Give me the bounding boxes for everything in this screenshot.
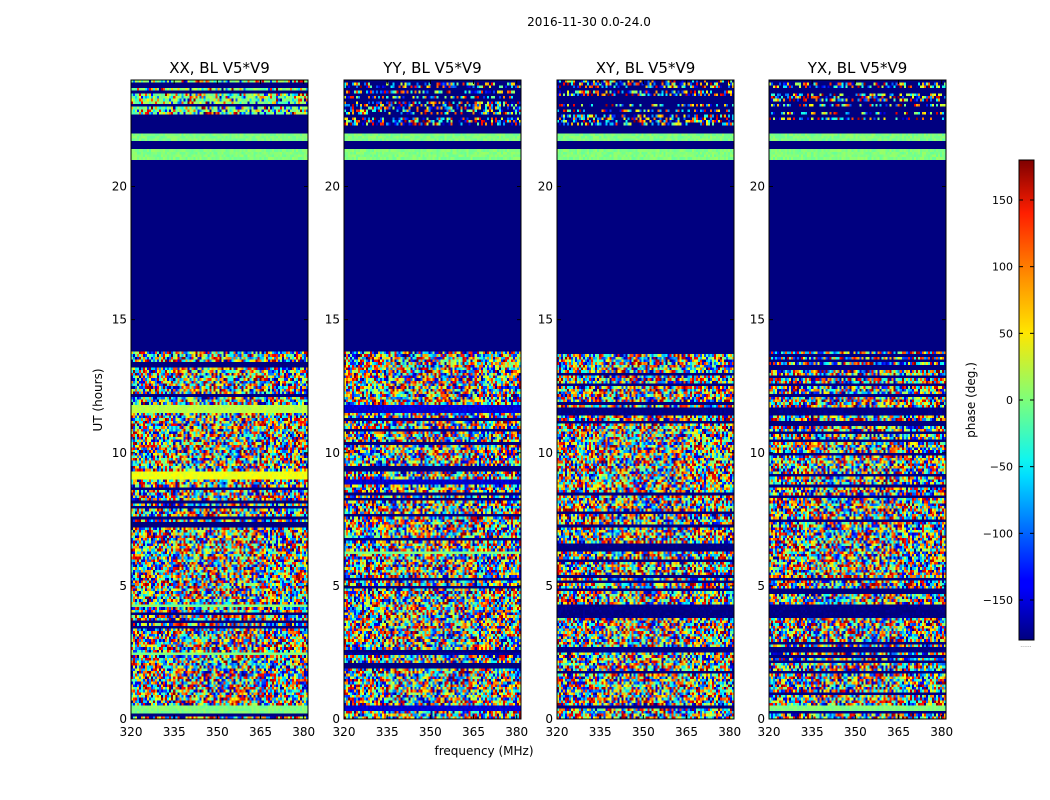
x-tick-label: 335 [801, 725, 824, 739]
x-tick-label: 335 [376, 725, 399, 739]
y-tick-label: 0 [119, 712, 127, 726]
x-tick-label: 320 [758, 725, 781, 739]
heatmap-image [557, 80, 734, 719]
y-tick-label: 0 [757, 712, 765, 726]
x-tick-label: 365 [249, 725, 272, 739]
x-tick-label: 335 [589, 725, 612, 739]
x-tick-label: 380 [930, 725, 953, 739]
y-tick-label: 20 [750, 180, 765, 194]
x-tick-label: 365 [675, 725, 698, 739]
x-tick-label: 320 [333, 725, 356, 739]
colorbar-tick-label: −150 [983, 594, 1013, 607]
x-tick-label: 380 [505, 725, 528, 739]
y-tick-label: 15 [538, 313, 553, 327]
colorbar-tick-label: 0 [1006, 394, 1013, 407]
y-tick-label: 5 [119, 579, 127, 593]
colorbar: −150 −100 −50 0 50 100 150 phase (deg.) ...... [964, 159, 1035, 649]
y-tick-label: 10 [325, 446, 340, 460]
y-tick-label: 0 [545, 712, 553, 726]
y-tick-label: 5 [545, 579, 553, 593]
y-tick-label: 10 [750, 446, 765, 460]
y-tick-label: 15 [750, 313, 765, 327]
panel-3: XY, BL V5*V9 320 335 350 365 380 0 5 10 15 20 [538, 59, 741, 739]
x-axis-label: frequency (MHz) [434, 744, 533, 758]
panel-title: XX, BL V5*V9 [169, 59, 270, 77]
panel-4: YX, BL V5*V9 320 335 350 365 380 0 5 10 15 20 [750, 59, 953, 739]
colorbar-ticks: −150 −100 −50 0 50 100 150 [983, 194, 1034, 607]
y-tick-label: 5 [757, 579, 765, 593]
x-tick-label: 365 [887, 725, 910, 739]
colorbar-tick-label: 100 [992, 261, 1013, 274]
panel-frame [768, 79, 947, 720]
y-tick-label: 15 [325, 313, 340, 327]
figure-title: 2016-11-30 0.0-24.0 [527, 15, 651, 29]
heatmap-image [769, 80, 946, 719]
panel-1: XX, BL V5*V9 320 335 350 365 380 0 5 10 15 20 [112, 59, 315, 739]
x-tick-label: 320 [546, 725, 569, 739]
x-tick-label: 350 [206, 725, 229, 739]
y-tick-label: 5 [332, 579, 340, 593]
x-tick-label: 380 [292, 725, 315, 739]
colorbar-tick-label: −50 [990, 461, 1013, 474]
y-tick-label: 20 [112, 180, 127, 194]
x-tick-label: 380 [718, 725, 741, 739]
y-tick-label: 10 [112, 446, 127, 460]
y-tick-label: 0 [332, 712, 340, 726]
x-tick-label: 350 [419, 725, 442, 739]
panel-title: XY, BL V5*V9 [596, 59, 696, 77]
panel-frame [343, 79, 522, 720]
panel-frame [556, 79, 735, 720]
y-tick-label: 20 [538, 180, 553, 194]
colorbar-tick-label: 150 [992, 194, 1013, 207]
y-tick-label: 10 [538, 446, 553, 460]
x-tick-label: 335 [163, 725, 186, 739]
y-axis-label: UT (hours) [91, 368, 105, 431]
x-tick-label: 350 [844, 725, 867, 739]
x-tick-label: 350 [632, 725, 655, 739]
colorbar-tick-label: −100 [983, 527, 1013, 540]
y-tick-label: 15 [112, 313, 127, 327]
colorbar-tick-label: 50 [999, 327, 1013, 340]
panel-title: YY, BL V5*V9 [382, 59, 481, 77]
heatmap-image [131, 80, 308, 719]
colorbar-footer: ...... [1020, 642, 1032, 649]
x-tick-label: 365 [462, 725, 485, 739]
heatmap-image [344, 80, 521, 719]
panel-title: YX, BL V5*V9 [807, 59, 908, 77]
x-tick-label: 320 [120, 725, 143, 739]
colorbar-label: phase (deg.) [964, 362, 978, 438]
panel-2: YY, BL V5*V9 320 335 350 365 380 0 5 10 15 20 [325, 59, 528, 739]
y-tick-label: 20 [325, 180, 340, 194]
panel-frame [130, 79, 309, 720]
